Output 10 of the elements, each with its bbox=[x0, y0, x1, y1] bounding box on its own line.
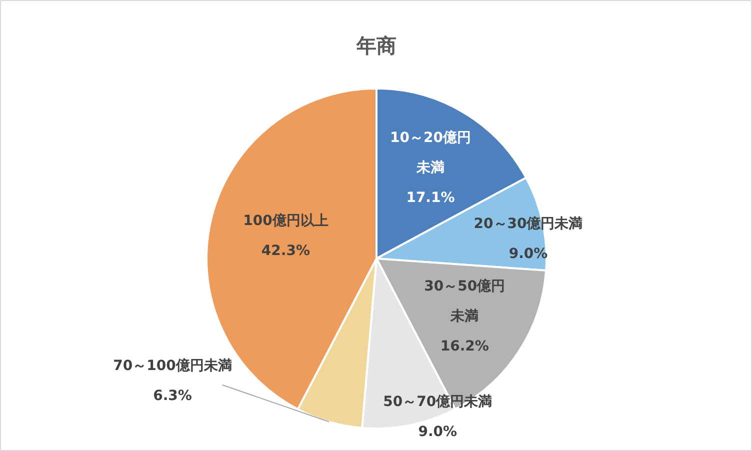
slice-label: 10～20億円未満 bbox=[390, 128, 471, 176]
data-label: 9.0% bbox=[418, 424, 458, 440]
slice-label: 30～50億円未満 bbox=[424, 277, 506, 324]
data-label: 17.1% bbox=[406, 190, 455, 206]
slice-label: 100億円以上 bbox=[243, 212, 328, 230]
data-label: 16.2% bbox=[440, 338, 489, 354]
slice-label: 70～100億円未満 bbox=[113, 356, 232, 374]
data-label: 6.3% bbox=[153, 388, 192, 404]
chart-title: 年商 bbox=[356, 34, 396, 58]
data-label: 42.3% bbox=[261, 243, 310, 260]
